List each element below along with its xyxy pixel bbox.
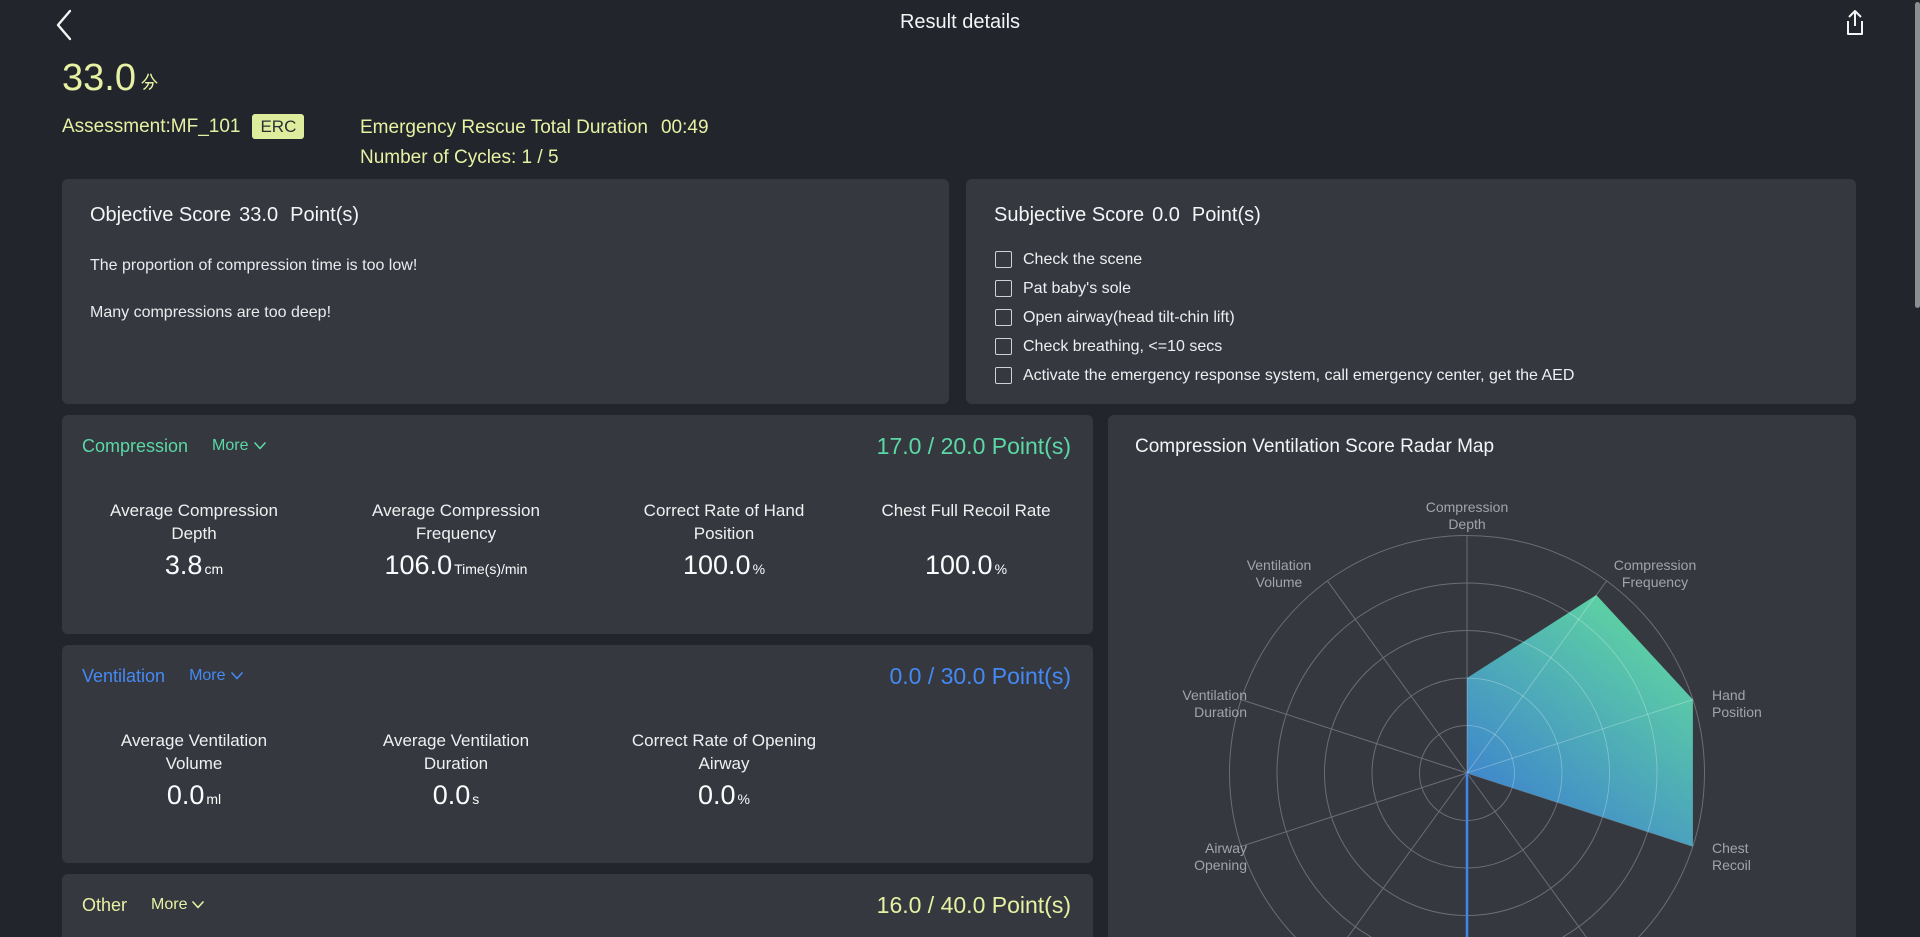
chevron-left-icon (56, 9, 72, 41)
metric-avg-ventilation-duration: Average Ventilation Duration 0.0 s (382, 731, 530, 810)
share-export-icon (1847, 10, 1863, 35)
compression-more-button[interactable]: More (212, 437, 266, 455)
metric-avg-ventilation-volume: Average Ventilation Volume 0.0 ml (120, 731, 268, 810)
compression-section-label: Compression (82, 435, 189, 456)
checkbox[interactable] (995, 251, 1012, 268)
total-score-value: 33.0 (62, 57, 136, 99)
checklist-item: Check breathing, <=10 secs (995, 338, 1836, 355)
checkbox[interactable] (995, 338, 1012, 355)
compression-metrics: Average Compression Depth 3.8 cm Average … (78, 499, 1086, 581)
svg-text:Volume: Volume (1256, 574, 1303, 590)
svg-text:Frequency: Frequency (1622, 574, 1688, 590)
subjective-score-panel: Subjective Score 0.0 Point(s) Check the sc… (966, 179, 1856, 404)
checklist-item: Check the scene (995, 251, 1836, 268)
checkbox[interactable] (995, 367, 1012, 384)
other-header: Other More 16.0 / 40.0 Point(s) (82, 890, 1071, 920)
score-unit-fen-glyph (141, 73, 158, 95)
ventilation-panel: Ventilation More 0.0 / 30.0 Point(s) Ave… (62, 645, 1093, 863)
objective-message: The proportion of compression time is to… (90, 257, 418, 274)
checklist-item: Open airway(head tilt-chin lift) (995, 309, 1836, 326)
ventilation-points: 0.0 / 30.0 Point(s) (889, 662, 1071, 689)
back-button[interactable] (50, 7, 82, 43)
checkbox[interactable] (995, 309, 1012, 326)
subjective-score-title: Subjective Score 0.0 Point(s) (994, 204, 1261, 226)
metric-chest-recoil-rate: Chest Full Recoil Rate 100.0% (881, 501, 1051, 580)
radar-label-chest-recoil: Chest (1712, 840, 1749, 856)
duration-value: 00:49 (660, 117, 709, 138)
compression-header: Compression More 17.0 / 20.0 Point(s) (82, 431, 1071, 461)
metric-hand-position-rate: Correct Rate of Hand Position 100.0% (643, 501, 805, 580)
other-points: 16.0 / 40.0 Point(s) (876, 891, 1071, 918)
svg-text:Duration: Duration (1194, 704, 1247, 720)
total-score: 33.0 (62, 57, 158, 99)
radar-label-airway-opening: Airway (1205, 840, 1247, 856)
top-bar: Result details (0, 0, 1920, 48)
checkbox[interactable] (995, 280, 1012, 297)
radar-label-compression-depth: Compression (1426, 499, 1508, 515)
objective-score-title: Objective Score 33.0 Point(s) (90, 204, 360, 226)
other-panel: Other More 16.0 / 40.0 Point(s) (62, 874, 1093, 937)
page-title: Result details (899, 11, 1021, 33)
metric-avg-compression-frequency: Average Compression Frequency 106.0 Time(… (372, 501, 540, 580)
subjective-checklist: Check the scene Pat baby's sole Open air… (995, 251, 1836, 396)
duration-line: Emergency Rescue Total Duration 00:49 (360, 117, 709, 139)
svg-text:Depth: Depth (1448, 516, 1485, 532)
radar-indicator-labels: Compression Depth Compression Frequency … (1182, 499, 1761, 873)
compression-panel: Compression More 17.0 / 20.0 Point(s) Av… (62, 415, 1093, 634)
chevron-down-icon (253, 442, 266, 450)
scrollbar-thumb[interactable] (1915, 2, 1920, 308)
assessment-label: Assessment:MF_101 (62, 115, 241, 137)
radar-inner-grid (1467, 595, 1693, 847)
radar-chart: Compression Depth Compression Frequency … (1182, 499, 1762, 937)
radar-label-ventilation-duration: Ventilation (1182, 687, 1247, 703)
metric-open-airway-rate: Correct Rate of Opening Airway 0.0% (631, 731, 817, 810)
radar-label-ventilation-volume: Ventilation (1247, 557, 1312, 573)
checklist-item: Activate the emergency response system, … (995, 367, 1836, 384)
radar-score-polygon (1467, 595, 1693, 847)
svg-text:Recoil: Recoil (1712, 857, 1751, 873)
radar-title: Compression Ventilation Score Radar Map (1135, 436, 1495, 457)
svg-text:Opening: Opening (1194, 857, 1247, 873)
chevron-down-icon (230, 672, 243, 680)
duration-label: Emergency Rescue Total Duration (360, 117, 648, 138)
other-more-button[interactable]: More (151, 896, 205, 914)
radar-label-hand-position: Hand (1712, 687, 1745, 703)
ventilation-header: Ventilation More 0.0 / 30.0 Point(s) (82, 661, 1071, 691)
compression-points: 17.0 / 20.0 Point(s) (876, 432, 1071, 459)
checklist-item: Pat baby's sole (995, 280, 1836, 297)
share-button[interactable] (1840, 8, 1870, 40)
objective-score-panel: Objective Score 33.0 Point(s) The proporti… (62, 179, 949, 404)
radar-panel: Compression Ventilation Score Radar Map (1108, 415, 1856, 937)
cycles-label: Number of Cycles: 1 / 5 (360, 147, 559, 168)
erc-badge: ERC (252, 114, 305, 139)
ventilation-section-label: Ventilation (82, 665, 166, 686)
objective-message: Many compressions are too deep! (90, 304, 332, 321)
ventilation-metrics: Average Ventilation Volume 0.0 ml Average… (78, 729, 846, 811)
ventilation-more-button[interactable]: More (189, 667, 243, 685)
svg-text:Position: Position (1712, 704, 1762, 720)
chevron-down-icon (192, 901, 205, 909)
assessment-line: Assessment:MF_101 ERC (62, 114, 305, 139)
metric-avg-compression-depth: Average Compression Depth 3.8 cm (110, 501, 278, 580)
radar-label-compression-frequency: Compression (1614, 557, 1696, 573)
other-section-label: Other (82, 894, 128, 915)
